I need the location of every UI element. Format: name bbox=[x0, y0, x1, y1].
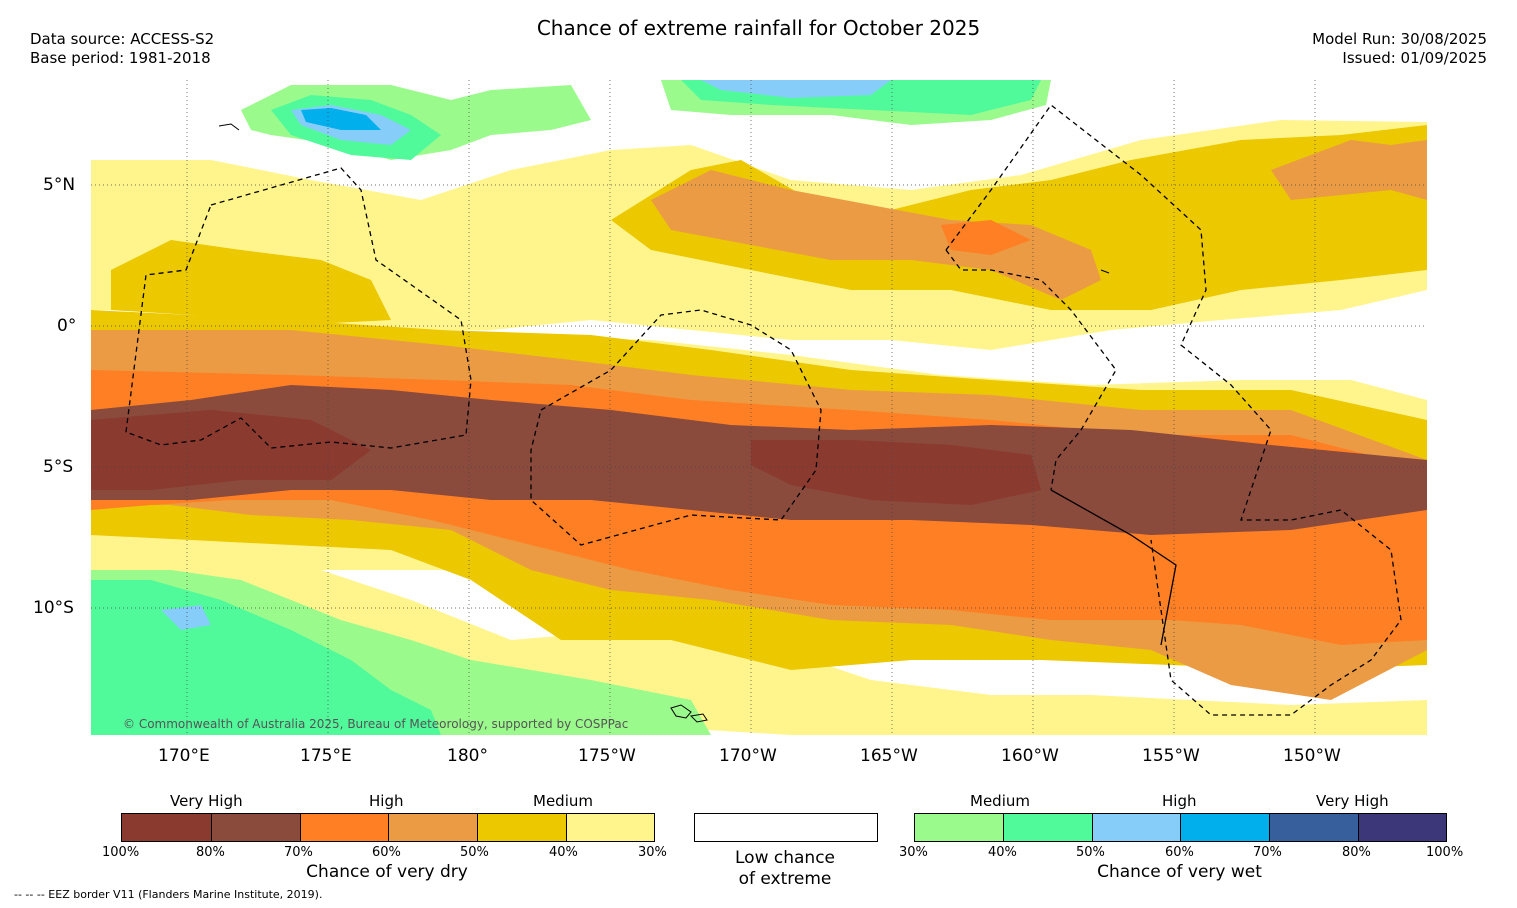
eez-borders bbox=[125, 104, 1402, 716]
island-samoa-east bbox=[689, 713, 708, 723]
lon-label-175w: 175°W bbox=[578, 746, 636, 766]
legend-wet-tick-80: 80% bbox=[1342, 845, 1371, 860]
island-samoa bbox=[670, 704, 692, 719]
legend-dry-tick-70: 70% bbox=[284, 845, 313, 860]
dry-100-patch-central bbox=[751, 440, 1041, 505]
legend-wet-swatch-6 bbox=[1359, 814, 1446, 841]
copyright-text: © Commonwealth of Australia 2025, Bureau… bbox=[123, 717, 628, 731]
legend-dry-swatch-4 bbox=[389, 814, 479, 841]
lon-label-160w: 160°W bbox=[1001, 746, 1059, 766]
eez-border-northeast bbox=[945, 104, 1402, 716]
base-period-text: Base period: 1981-2018 bbox=[30, 49, 211, 67]
legend-dry-tick-50: 50% bbox=[460, 845, 489, 860]
legend-low-caption-line2: of extreme bbox=[738, 869, 832, 889]
boundary-line bbox=[1050, 489, 1177, 646]
lon-label-155w: 155°W bbox=[1142, 746, 1200, 766]
dry-50-north-patch bbox=[651, 170, 1101, 300]
island-dot-1 bbox=[1100, 269, 1110, 274]
legend-dry-swatch-6 bbox=[567, 814, 654, 841]
legend-dry-swatch-5 bbox=[478, 814, 568, 841]
wet-60-north bbox=[301, 108, 381, 130]
wet-50-south bbox=[161, 605, 211, 630]
model-run-text: Model Run: 30/08/2025 bbox=[1312, 30, 1487, 48]
eez-footnote: -- -- -- EEZ border V11 (Flanders Marine… bbox=[14, 888, 323, 901]
wet-areas bbox=[91, 80, 1051, 735]
rainfall-map: © Commonwealth of Australia 2025, Bureau… bbox=[91, 80, 1427, 735]
lon-label-150w: 150°W bbox=[1283, 746, 1341, 766]
legend-low-swatch bbox=[694, 813, 878, 842]
legend-wet-caption: Chance of very wet bbox=[1097, 862, 1262, 882]
issued-text: Issued: 01/09/2025 bbox=[1342, 49, 1487, 67]
legend-wet-swatch-1 bbox=[915, 814, 1004, 841]
legend-dry-tick-100: 100% bbox=[102, 845, 140, 860]
data-source-info: Data source: ACCESS-S2 Base period: 1981… bbox=[30, 30, 214, 68]
legend-dry-swatch-1 bbox=[122, 814, 212, 841]
wet-50-north-top bbox=[701, 80, 891, 98]
legend-wet-tick-50: 50% bbox=[1076, 845, 1105, 860]
legend-dry-colorbar bbox=[121, 813, 655, 842]
legend-dry-tick-80: 80% bbox=[196, 845, 225, 860]
dry-60-patch-south bbox=[991, 570, 1081, 620]
lon-label-180: 180° bbox=[447, 746, 488, 766]
dry-60-patch-north bbox=[941, 220, 1031, 255]
legend-wet-swatch-3 bbox=[1092, 814, 1182, 841]
dry-40-band-north bbox=[611, 125, 1427, 310]
legend-wet-swatch-4 bbox=[1181, 814, 1271, 841]
legend-wet-tick-100: 100% bbox=[1426, 845, 1464, 860]
legend-wet-heading-medium: Medium bbox=[970, 792, 1030, 810]
lat-label-5s: 5°S bbox=[43, 457, 74, 477]
eez-border-east-inner bbox=[945, 249, 1117, 491]
legend-wet-tick-30: 30% bbox=[899, 845, 928, 860]
dry-100-patch-west bbox=[91, 410, 371, 490]
legend-wet-colorbar bbox=[914, 813, 1447, 842]
legend-dry-heading-medium: Medium bbox=[533, 792, 593, 810]
data-source-text: Data source: ACCESS-S2 bbox=[30, 30, 215, 48]
island-north-1 bbox=[218, 123, 240, 131]
legend-wet-swatch-2 bbox=[1003, 814, 1093, 841]
model-run-info: Model Run: 30/08/2025 Issued: 01/09/2025 bbox=[1312, 30, 1487, 68]
legend-wet-tick-60: 60% bbox=[1165, 845, 1194, 860]
lon-label-175e: 175°E bbox=[300, 746, 352, 766]
lat-label-5n: 5°N bbox=[43, 175, 76, 195]
legend-dry-heading-very-high: Very High bbox=[170, 792, 243, 810]
legend-dry-tick-40: 40% bbox=[549, 845, 578, 860]
lon-label-170e: 170°E bbox=[158, 746, 210, 766]
legend-dry-caption: Chance of very dry bbox=[306, 862, 468, 882]
islands bbox=[218, 123, 1110, 723]
lat-label-0: 0° bbox=[57, 316, 77, 336]
gridlines bbox=[91, 80, 1427, 735]
legend-dry-swatch-2 bbox=[211, 814, 301, 841]
legend-wet-swatch-5 bbox=[1270, 814, 1360, 841]
legend-wet-heading-high: High bbox=[1162, 792, 1197, 810]
dry-bands bbox=[91, 120, 1427, 735]
lat-label-10s: 10°S bbox=[33, 598, 74, 618]
map-title: Chance of extreme rainfall for October 2… bbox=[536, 16, 981, 40]
legend-low-caption-line1: Low chance bbox=[735, 848, 835, 868]
eez-border-central bbox=[530, 309, 822, 546]
legend-wet-tick-40: 40% bbox=[988, 845, 1017, 860]
legend-dry-swatch-3 bbox=[300, 814, 390, 841]
legend-wet-heading-very-high: Very High bbox=[1316, 792, 1389, 810]
legend-dry-heading-high: High bbox=[369, 792, 404, 810]
legend-wet-tick-70: 70% bbox=[1253, 845, 1282, 860]
legend-dry-tick-60: 60% bbox=[372, 845, 401, 860]
dry-40-west bbox=[111, 240, 391, 325]
lon-label-165w: 165°W bbox=[860, 746, 918, 766]
legend-dry-tick-30: 30% bbox=[638, 845, 667, 860]
lon-label-170w: 170°W bbox=[719, 746, 777, 766]
